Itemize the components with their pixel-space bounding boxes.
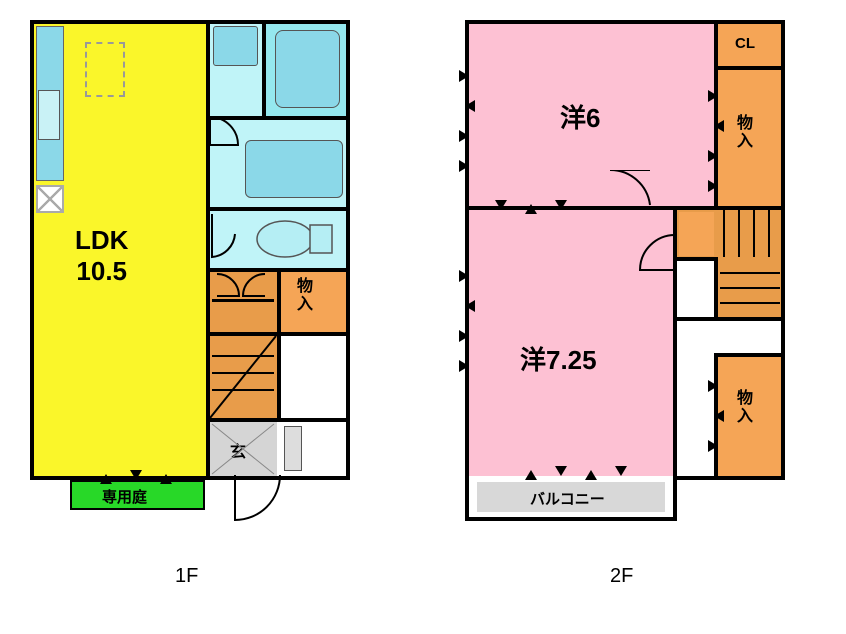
bathtub xyxy=(275,30,340,108)
kitchen-sink xyxy=(38,90,60,140)
wash-unit xyxy=(245,140,343,198)
room-storage-1f xyxy=(277,268,350,336)
gap-2f xyxy=(673,353,718,480)
stairs-2f-b xyxy=(714,257,785,321)
floor-1f-label: 1F xyxy=(175,565,198,588)
kitchen-small-box xyxy=(36,185,64,213)
ldk-label: LDK 10.5 xyxy=(75,225,128,287)
garden-label: 専用庭 xyxy=(102,486,147,507)
kitchen-outline xyxy=(85,42,125,97)
floor-2f: 洋6 CL 物 入 洋7.25 物 入 バルコニー xyxy=(465,20,785,525)
storage-2a-label: 物 入 xyxy=(737,115,753,150)
entry-door-arc xyxy=(230,475,300,530)
floor-2f-label: 2F xyxy=(610,565,633,588)
closet-label: CL xyxy=(735,35,755,52)
storage-1f-label: 物 入 xyxy=(297,278,313,313)
balcony-label: バルコニー xyxy=(530,488,605,509)
washbasin xyxy=(213,26,258,66)
stairs-2f-inner xyxy=(679,212,714,256)
room6-label: 洋6 xyxy=(560,98,600,135)
shoebox xyxy=(284,426,302,471)
toilet-icon xyxy=(250,215,340,263)
floor-1f: LDK 10.5 物 入 玄 xyxy=(30,20,350,525)
storage-2b-label: 物 入 xyxy=(737,390,753,425)
hallway-1f xyxy=(277,332,350,422)
hallway-2f-b xyxy=(673,317,785,357)
room725-label: 洋7.25 xyxy=(520,340,597,377)
